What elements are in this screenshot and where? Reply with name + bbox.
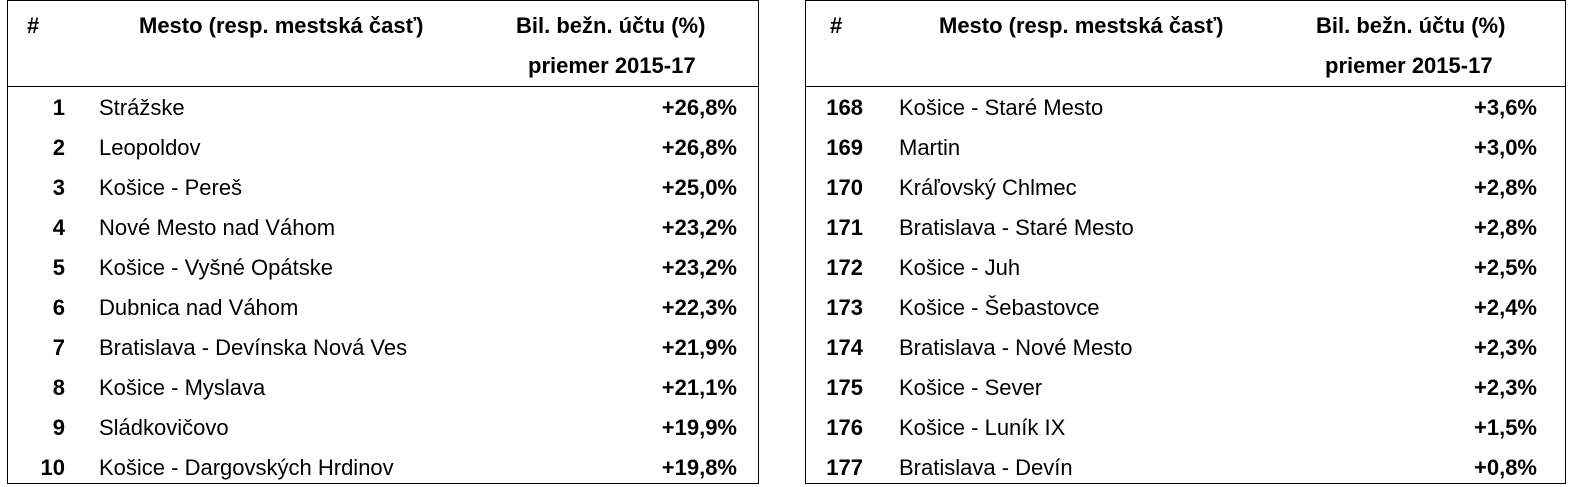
city-cell: Martin [899, 135, 961, 160]
city-cell: Leopoldov [99, 135, 201, 160]
table-row: 7 Bratislava - Devínska Nová Ves +21,9% [8, 327, 758, 367]
rank-cell: 9 [52, 415, 65, 440]
city-cell: Bratislava - Nové Mesto [899, 335, 1133, 360]
city-cell: Košice - Vyšné Opátske [99, 255, 333, 280]
value-cell: +2,4% [1474, 295, 1537, 320]
table-row: 6 Dubnica nad Váhom +22,3% [8, 287, 758, 327]
ranking-table-bottom: # Mesto (resp. mestská časť) Bil. bežn. … [805, 0, 1566, 484]
value-cell: +26,8% [661, 135, 737, 160]
value-cell: +2,8% [1474, 175, 1537, 200]
city-cell: Kráľovský Chlmec [899, 175, 1077, 200]
rank-cell: 174 [826, 335, 863, 360]
value-cell: +26,8% [661, 95, 737, 120]
city-column-header: Mesto (resp. mestská časť) [939, 13, 1224, 38]
rank-cell: 170 [826, 175, 863, 200]
city-cell: Bratislava - Devínska Nová Ves [99, 335, 408, 360]
value-cell: +2,3% [1474, 375, 1537, 400]
table-row: 5 Košice - Vyšné Opátske +23,2% [8, 247, 758, 287]
city-cell: Košice - Luník IX [899, 415, 1066, 440]
table-row: 173 Košice - Šebastovce +2,4% [806, 287, 1565, 327]
table-header: # Mesto (resp. mestská časť) Bil. bežn. … [806, 1, 1565, 87]
table-row: 177 Bratislava - Devín +0,8% [806, 447, 1565, 487]
city-cell: Dubnica nad Váhom [99, 295, 299, 320]
city-cell: Košice - Pereš [99, 175, 243, 200]
table-row: 169 Martin +3,0% [806, 127, 1565, 167]
rank-cell: 171 [826, 215, 863, 240]
rank-cell: 7 [52, 335, 65, 360]
city-cell: Bratislava - Devín [899, 455, 1073, 480]
city-column-header: Mesto (resp. mestská časť) [139, 13, 424, 38]
rank-cell: 8 [52, 375, 65, 400]
value-column-header: Bil. bežn. účtu (%) [516, 13, 706, 38]
table-header: # Mesto (resp. mestská časť) Bil. bežn. … [8, 1, 758, 87]
table-row: 4 Nové Mesto nad Váhom +23,2% [8, 207, 758, 247]
city-cell: Nové Mesto nad Váhom [99, 215, 336, 240]
table-row: 172 Košice - Juh +2,5% [806, 247, 1565, 287]
ranking-table-top: # Mesto (resp. mestská časť) Bil. bežn. … [7, 0, 759, 484]
rank-cell: 5 [52, 255, 65, 280]
rank-cell: 176 [826, 415, 863, 440]
value-cell: +23,2% [661, 255, 737, 280]
value-cell: +2,8% [1474, 215, 1537, 240]
rank-cell: 169 [826, 135, 863, 160]
value-column-header: Bil. bežn. účtu (%) [1316, 13, 1506, 38]
rank-cell: 2 [52, 135, 65, 160]
table-row: 171 Bratislava - Staré Mesto +2,8% [806, 207, 1565, 247]
value-cell: +0,8% [1474, 455, 1537, 480]
table-row: 168 Košice - Staré Mesto +3,6% [806, 87, 1565, 127]
value-cell: +25,0% [661, 175, 737, 200]
table-row: 175 Košice - Sever +2,3% [806, 367, 1565, 407]
city-cell: Košice - Juh [899, 255, 1021, 280]
city-cell: Sládkovičovo [99, 415, 229, 440]
value-cell: +1,5% [1474, 415, 1537, 440]
city-cell: Strážske [99, 95, 185, 120]
city-cell: Bratislava - Staré Mesto [899, 215, 1134, 240]
value-cell: +3,0% [1474, 135, 1537, 160]
rank-cell: 4 [52, 215, 65, 240]
rank-cell: 172 [826, 255, 863, 280]
rank-column-header: # [27, 13, 40, 38]
rank-cell: 6 [52, 295, 65, 320]
value-column-subheader: priemer 2015-17 [528, 53, 696, 78]
value-cell: +21,9% [661, 335, 737, 360]
table-row: 174 Bratislava - Nové Mesto +2,3% [806, 327, 1565, 367]
table-row: 10 Košice - Dargovských Hrdinov +19,8% [8, 447, 758, 487]
table-body: 168 Košice - Staré Mesto +3,6% 169 Martin +3… [806, 87, 1565, 487]
value-column-subheader: priemer 2015-17 [1325, 53, 1493, 78]
value-cell: +3,6% [1474, 95, 1537, 120]
rank-cell: 173 [826, 295, 863, 320]
value-cell: +19,9% [661, 415, 737, 440]
table-row: 170 Kráľovský Chlmec +2,8% [806, 167, 1565, 207]
city-cell: Košice - Staré Mesto [899, 95, 1104, 120]
value-cell: +19,8% [661, 455, 737, 480]
table-row: 2 Leopoldov +26,8% [8, 127, 758, 167]
value-cell: +23,2% [661, 215, 737, 240]
table-row: 3 Košice - Pereš +25,0% [8, 167, 758, 207]
city-cell: Košice - Sever [899, 375, 1043, 400]
table-row: 8 Košice - Myslava +21,1% [8, 367, 758, 407]
rank-cell: 1 [52, 95, 65, 120]
value-cell: +2,3% [1474, 335, 1537, 360]
table-row: 9 Sládkovičovo +19,9% [8, 407, 758, 447]
table-row: 176 Košice - Luník IX +1,5% [806, 407, 1565, 447]
value-cell: +2,5% [1474, 255, 1537, 280]
rank-cell: 10 [40, 455, 65, 480]
rank-cell: 177 [826, 455, 863, 480]
city-cell: Košice - Šebastovce [899, 295, 1100, 320]
rank-column-header: # [830, 13, 843, 38]
city-cell: Košice - Dargovských Hrdinov [99, 455, 394, 480]
rank-cell: 175 [826, 375, 863, 400]
table-body: 1 Strážske +26,8% 2 Leopoldov +26,8% 3 Košice… [8, 87, 758, 487]
rank-cell: 3 [52, 175, 65, 200]
value-cell: +22,3% [661, 295, 737, 320]
table-row: 1 Strážske +26,8% [8, 87, 758, 127]
value-cell: +21,1% [661, 375, 737, 400]
city-cell: Košice - Myslava [99, 375, 266, 400]
rank-cell: 168 [826, 95, 863, 120]
